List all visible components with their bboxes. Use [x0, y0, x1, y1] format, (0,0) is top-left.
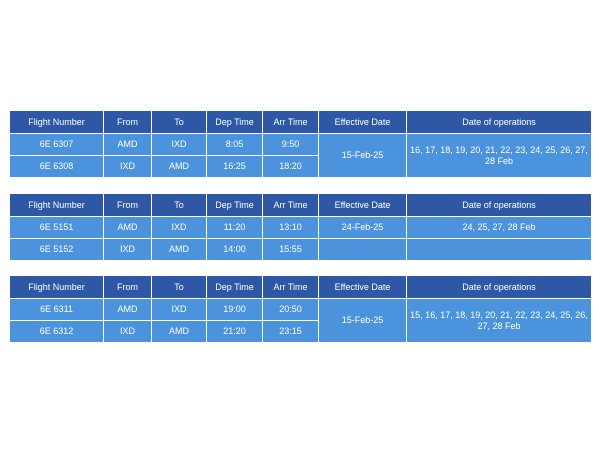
table-row: 6E 6311 AMD IXD 19:00 20:50 15-Feb-25 15…	[9, 298, 592, 343]
table-row: 6E 5151 AMD IXD 11:20 13:10 24-Feb-25 24…	[9, 216, 592, 239]
from-cell: IXD	[103, 238, 152, 261]
header-to: To	[151, 193, 207, 217]
dep-time-cell: 14:00	[206, 238, 263, 261]
header-effective-date: Effective Date	[318, 110, 407, 134]
header-flight-number: Flight Number	[9, 110, 104, 134]
arr-time-cell: 9:50	[262, 133, 319, 156]
arr-time-cell: 15:55	[262, 238, 319, 261]
dep-time-cell: 21:20	[206, 320, 263, 343]
arr-time-cell: 23:15	[262, 320, 319, 343]
header-dep-time: Dep Time	[206, 275, 263, 299]
header-row: Flight Number From To Dep Time Arr Time …	[9, 275, 592, 299]
effective-date-cell: 15-Feb-25	[318, 133, 407, 178]
dep-time-cell: 16:25	[206, 155, 263, 178]
date-of-operations-cell	[406, 238, 592, 261]
date-of-operations-cell: 15, 16, 17, 18, 19, 20, 21, 22, 23, 24, …	[406, 298, 592, 343]
dep-time-cell: 11:20	[206, 216, 263, 239]
to-cell: AMD	[151, 238, 207, 261]
from-cell: AMD	[103, 298, 152, 321]
header-arr-time: Arr Time	[262, 193, 319, 217]
header-effective-date: Effective Date	[318, 193, 407, 217]
header-date-of-operations: Date of operations	[406, 275, 592, 299]
flight-schedule-table-3: Flight Number From To Dep Time Arr Time …	[9, 275, 592, 343]
flight-number-cell: 6E 5151	[9, 216, 104, 239]
table-row: 6E 5152 IXD AMD 14:00 15:55	[9, 238, 592, 261]
header-from: From	[103, 275, 152, 299]
date-of-operations-cell: 24, 25, 27, 28 Feb	[406, 216, 592, 239]
effective-date-cell: 15-Feb-25	[318, 298, 407, 343]
header-arr-time: Arr Time	[262, 275, 319, 299]
effective-date-cell	[318, 238, 407, 261]
table-row: 6E 6312 IXD AMD 21:20 23:15	[9, 320, 592, 343]
flight-number-cell: 6E 6307	[9, 133, 104, 156]
to-cell: AMD	[151, 320, 207, 343]
effective-date-cell: 24-Feb-25	[318, 216, 407, 239]
from-cell: AMD	[103, 216, 152, 239]
flight-number-cell: 6E 6311	[9, 298, 104, 321]
flight-number-cell: 6E 6308	[9, 155, 104, 178]
header-from: From	[103, 193, 152, 217]
dep-time-cell: 19:00	[206, 298, 263, 321]
header-row: Flight Number From To Dep Time Arr Time …	[9, 193, 592, 217]
header-date-of-operations: Date of operations	[406, 110, 592, 134]
header-row: Flight Number From To Dep Time Arr Time …	[9, 110, 592, 134]
flight-number-cell: 6E 6312	[9, 320, 104, 343]
arr-time-cell: 13:10	[262, 216, 319, 239]
header-flight-number: Flight Number	[9, 193, 104, 217]
arr-time-cell: 20:50	[262, 298, 319, 321]
header-effective-date: Effective Date	[318, 275, 407, 299]
flight-schedule-table-1: Flight Number From To Dep Time Arr Time …	[9, 110, 592, 178]
header-flight-number: Flight Number	[9, 275, 104, 299]
header-from: From	[103, 110, 152, 134]
table-row: 6E 6307 AMD IXD 8:05 9:50 15-Feb-25 16, …	[9, 133, 592, 178]
flight-schedule-table-2: Flight Number From To Dep Time Arr Time …	[9, 193, 592, 261]
to-cell: AMD	[151, 155, 207, 178]
to-cell: IXD	[151, 298, 207, 321]
from-cell: IXD	[103, 155, 152, 178]
to-cell: IXD	[151, 216, 207, 239]
header-arr-time: Arr Time	[262, 110, 319, 134]
header-dep-time: Dep Time	[206, 193, 263, 217]
date-of-operations-cell: 16, 17, 18, 19, 20, 21, 22, 23, 24, 25, …	[406, 133, 592, 178]
header-dep-time: Dep Time	[206, 110, 263, 134]
dep-time-cell: 8:05	[206, 133, 263, 156]
flight-number-cell: 6E 5152	[9, 238, 104, 261]
from-cell: IXD	[103, 320, 152, 343]
arr-time-cell: 18:20	[262, 155, 319, 178]
header-to: To	[151, 275, 207, 299]
table-row: 6E 6308 IXD AMD 16:25 18:20	[9, 155, 592, 178]
header-to: To	[151, 110, 207, 134]
header-date-of-operations: Date of operations	[406, 193, 592, 217]
to-cell: IXD	[151, 133, 207, 156]
from-cell: AMD	[103, 133, 152, 156]
